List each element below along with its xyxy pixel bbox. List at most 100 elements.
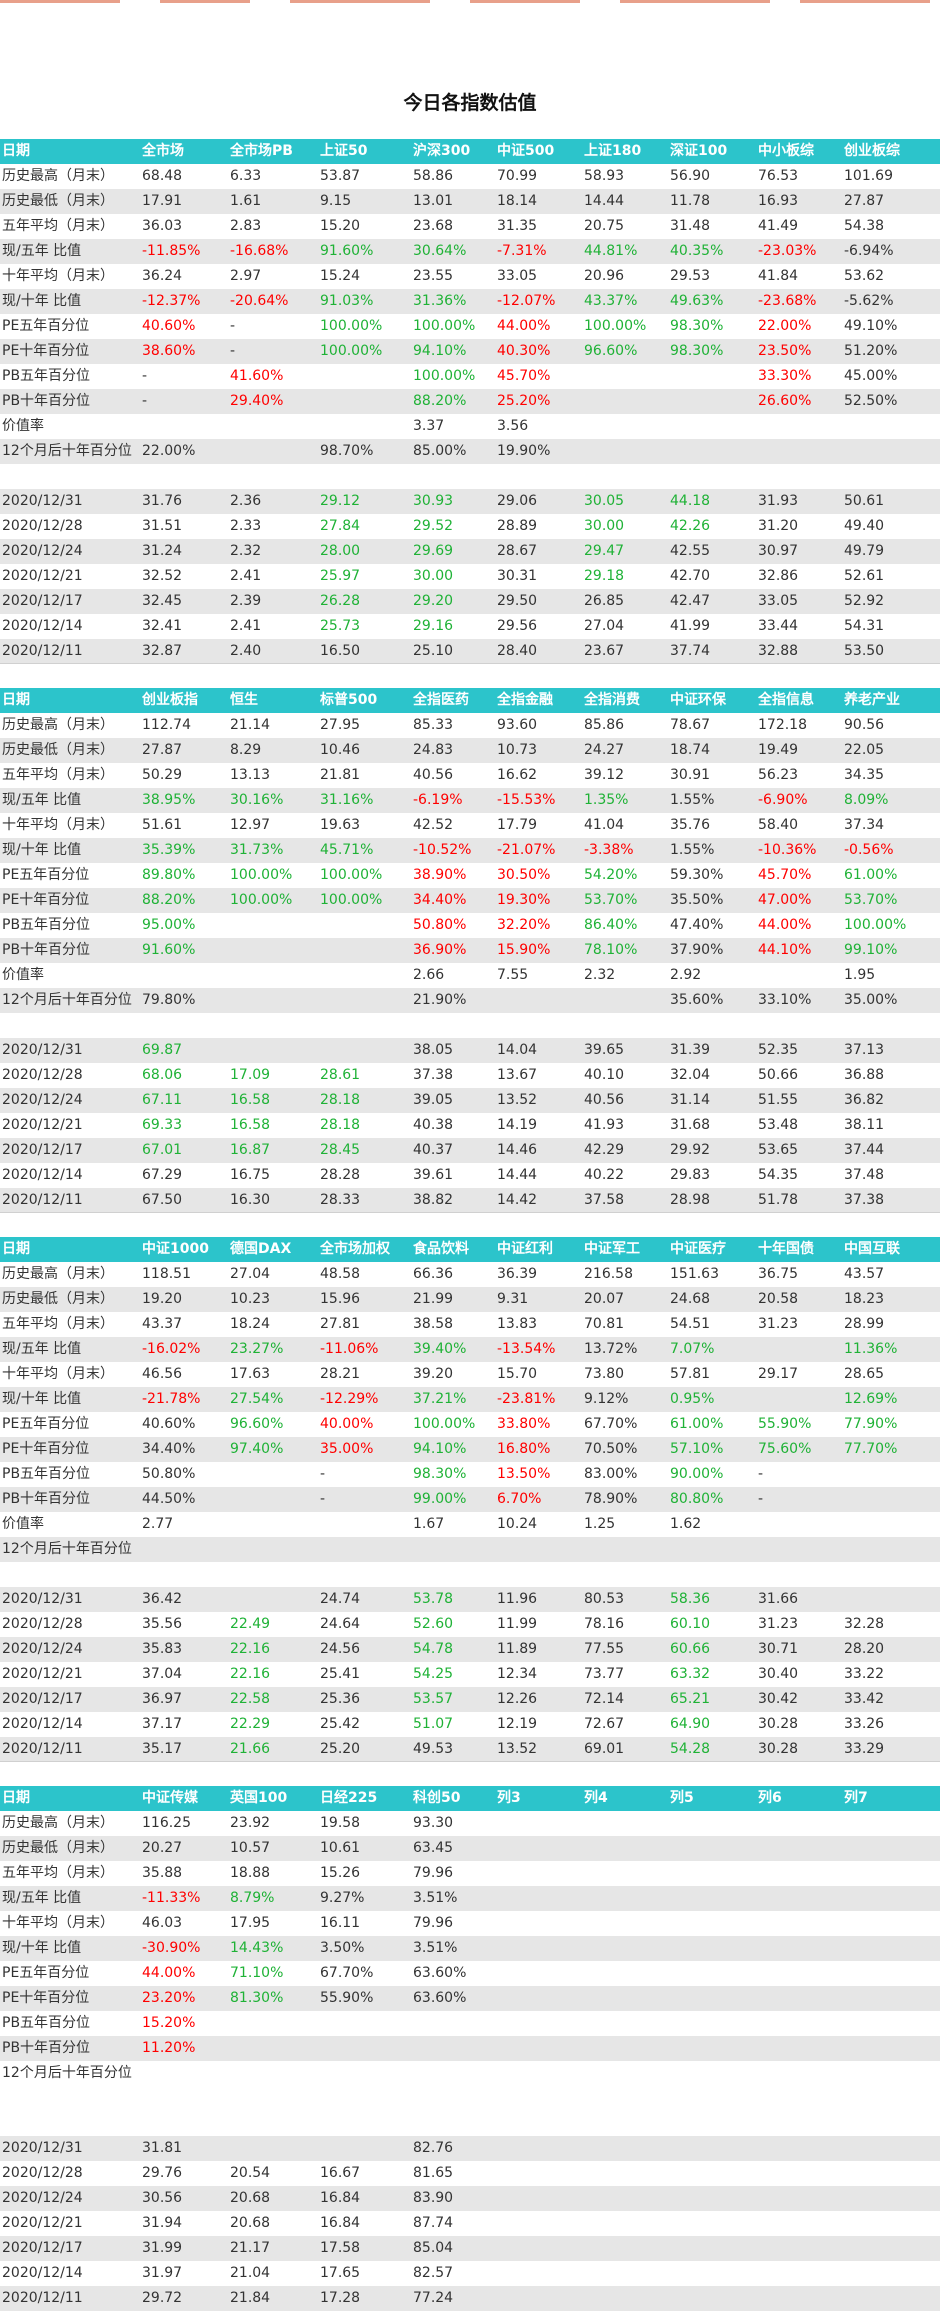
- value-cell: 38.95%: [140, 788, 228, 813]
- value-cell: 32.87: [140, 639, 228, 664]
- value-cell: 39.61: [413, 1167, 454, 1183]
- value-cell: 23.68: [413, 218, 454, 234]
- value-cell: 36.39: [497, 1266, 538, 1282]
- value-cell: 32.52: [142, 568, 183, 584]
- value-cell: [411, 2086, 495, 2111]
- value-cell: 38.58: [413, 1316, 454, 1332]
- date-column-header: 日期: [0, 1786, 140, 1811]
- table-row: 历史最低（月末） 17.91 1.61 9.15 13.01 18.14 14.44 11.7…: [0, 189, 940, 214]
- value-cell: 70.50%: [582, 1437, 668, 1462]
- value-cell: 44.00%: [142, 1965, 196, 1981]
- value-cell: 2.32: [584, 967, 616, 983]
- value-cell: [318, 364, 411, 389]
- index-column-header: 养老产业: [842, 688, 940, 713]
- index-column-header: 列3: [495, 1786, 582, 1811]
- row-label: PE五年百分位: [2, 1416, 90, 1432]
- value-cell: 41.04: [584, 817, 625, 833]
- value-cell: [756, 1986, 842, 2011]
- value-cell: [228, 464, 318, 489]
- value-cell: -10.52%: [411, 838, 495, 863]
- value-cell: 68.48: [142, 168, 183, 184]
- row-label: 现/十年 比值: [0, 1387, 140, 1412]
- table-row: PE五年百分位 40.60% - 100.00% 100.00% 44.00% 100.00…: [0, 314, 940, 339]
- value-cell: 38.11: [844, 1117, 885, 1133]
- value-cell: 10.61: [318, 1836, 411, 1861]
- value-cell: -21.78%: [140, 1387, 228, 1412]
- value-cell: 46.03: [142, 1915, 183, 1931]
- index-column-header: 创业板综: [842, 139, 940, 164]
- value-cell: 85.86: [584, 717, 625, 733]
- value-cell: -23.03%: [756, 239, 842, 264]
- value-cell: [582, 2161, 668, 2186]
- table-row: 2020/12/21 31.94 20.68 16.84 87.74: [0, 2211, 940, 2236]
- value-cell: 28.21: [320, 1366, 361, 1382]
- value-cell: 13.52: [495, 1737, 582, 1762]
- value-cell: [756, 1911, 842, 1936]
- value-cell: 9.31: [495, 1287, 582, 1312]
- value-cell: 15.90%: [495, 938, 582, 963]
- value-cell: 36.03: [142, 218, 183, 234]
- table-row: 2020/12/28 68.06 17.09 28.61 37.38 13.67 40.10…: [0, 1063, 940, 1088]
- value-cell: 99.00%: [411, 1487, 495, 1512]
- value-cell: 11.96: [495, 1587, 582, 1612]
- value-cell: 45.70%: [497, 368, 551, 384]
- value-cell: [756, 2086, 842, 2111]
- value-cell: [582, 2286, 668, 2311]
- value-cell: -: [756, 1487, 842, 1512]
- value-cell: 54.51: [670, 1316, 711, 1332]
- value-cell: 51.61: [142, 817, 183, 833]
- value-cell: [668, 2236, 756, 2261]
- value-cell: 86.40%: [584, 917, 638, 933]
- value-cell: 18.24: [230, 1316, 271, 1332]
- value-cell: 54.35: [758, 1167, 799, 1183]
- value-cell: 82.76: [411, 2136, 495, 2161]
- value-cell: 25.97: [320, 568, 361, 584]
- table-row: 历史最高（月末） 118.51 27.04 48.58 66.36 36.39 216.58…: [0, 1262, 940, 1287]
- value-cell: 37.38: [842, 1188, 940, 1213]
- value-cell: 30.40: [758, 1666, 799, 1682]
- value-cell: 44.50%: [140, 1487, 228, 1512]
- value-cell: [495, 2261, 582, 2286]
- value-cell: 16.93: [756, 189, 842, 214]
- value-cell: 3.51%: [411, 1936, 495, 1961]
- row-label: 2020/12/11: [0, 1737, 140, 1762]
- value-cell: [495, 2086, 582, 2111]
- table-row: 2020/12/28 35.56 22.49 24.64 52.60 11.99 78.16…: [0, 1612, 940, 1637]
- value-cell: 28.28: [320, 1167, 361, 1183]
- value-cell: [756, 2011, 842, 2036]
- row-label: 五年平均（月末）: [2, 218, 114, 234]
- value-cell: 22.58: [228, 1687, 318, 1712]
- value-cell: 58.40: [758, 817, 799, 833]
- value-cell: 100.00%: [318, 888, 411, 913]
- value-cell: 79.96: [413, 1865, 454, 1881]
- value-cell: [228, 439, 318, 464]
- value-cell: [842, 1537, 940, 1562]
- value-cell: 98.30%: [413, 1466, 467, 1482]
- value-cell: 19.30%: [495, 888, 582, 913]
- row-label: [0, 2111, 140, 2136]
- value-cell: [582, 439, 668, 464]
- value-cell: 57.81: [670, 1366, 711, 1382]
- value-cell: 94.10%: [411, 339, 495, 364]
- value-cell: 25.20%: [495, 389, 582, 414]
- value-cell: 38.90%: [413, 867, 467, 883]
- row-label: 价值率: [2, 967, 44, 983]
- value-cell: 98.30%: [670, 318, 724, 334]
- table-row: 历史最高（月末） 112.74 21.14 27.95 85.33 93.60 85.86 7…: [0, 713, 940, 738]
- value-cell: 13.50%: [497, 1466, 551, 1482]
- value-cell: 42.26: [670, 518, 711, 534]
- row-label: 现/十年 比值: [0, 289, 140, 314]
- value-cell: 20.58: [756, 1287, 842, 1312]
- value-cell: 54.38: [844, 218, 885, 234]
- value-cell: 11.99: [497, 1616, 538, 1632]
- value-cell: 33.42: [842, 1687, 940, 1712]
- value-cell: 78.67: [670, 717, 711, 733]
- value-cell: 77.24: [411, 2286, 495, 2311]
- table-row: 十年平均（月末） 36.24 2.97 15.24 23.55 33.05 20.96 29.…: [0, 264, 940, 289]
- value-cell: 37.21%: [411, 1387, 495, 1412]
- row-label: 2020/12/31: [0, 2136, 140, 2161]
- value-cell: 2.41: [230, 568, 262, 584]
- value-cell: [582, 464, 668, 489]
- value-cell: [756, 2236, 842, 2261]
- value-cell: 26.60%: [756, 389, 842, 414]
